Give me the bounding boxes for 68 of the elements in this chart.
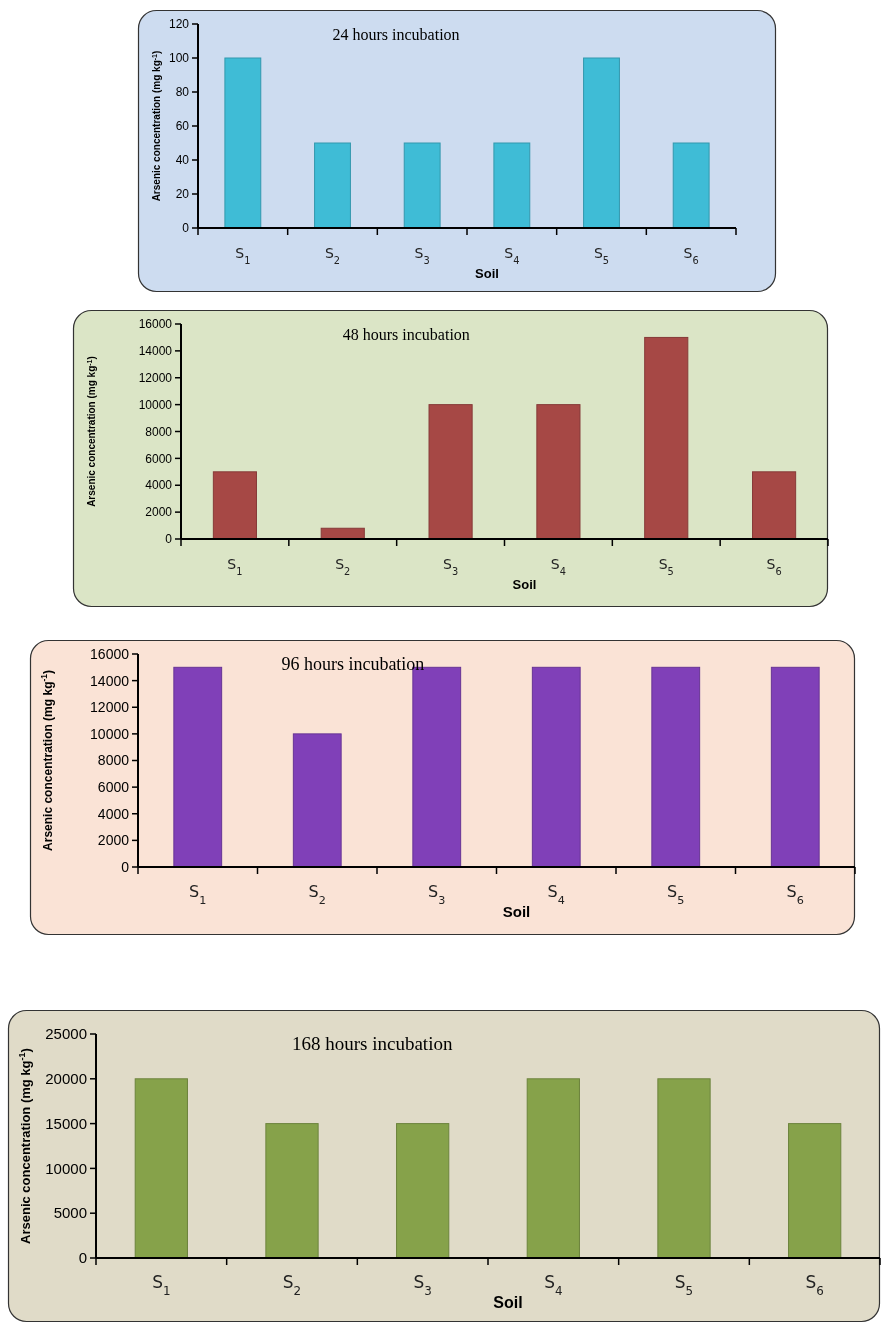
y-tick-label: 14000 (138, 344, 173, 359)
chart-title: 48 hours incubation (342, 326, 470, 343)
x-tick-label: S$_{5}$ (658, 556, 674, 577)
x-tick-label: S$_{2}$ (324, 245, 341, 266)
chart-title: 96 hours incubation (281, 654, 425, 674)
x-tick-label: S$_{5}$ (667, 882, 685, 907)
y-tick-label: 60 (175, 119, 190, 134)
y-tick-label: 80 (175, 85, 190, 100)
y-tick-label: 4000 (145, 478, 173, 493)
bar (536, 404, 581, 540)
y-tick-label: 8000 (97, 752, 130, 769)
y-tick-label: 5000 (53, 1204, 87, 1222)
y-tick-label: 20 (175, 187, 190, 202)
x-axis-title: Soil (475, 266, 499, 281)
x-tick-label: S$_{6}$ (766, 556, 782, 577)
x-tick-label: S$_{1}$ (189, 882, 207, 907)
x-tick-label: S$_{3}$ (413, 1272, 432, 1298)
bar (644, 336, 689, 540)
y-tick-label: 20000 (45, 1070, 87, 1088)
y-tick-label: 12000 (90, 699, 130, 716)
y-tick-label: 2000 (97, 832, 130, 849)
chart-title: 168 hours incubation (292, 1033, 453, 1054)
y-tick-label: 2000 (145, 505, 173, 520)
bar (212, 471, 257, 540)
x-axis-title: Soil (493, 1294, 523, 1311)
y-tick-label: 8000 (145, 424, 173, 439)
x-tick-label: S$_{5}$ (674, 1272, 694, 1298)
x-tick-label: S$_{4}$ (550, 556, 566, 577)
x-axis-title: Soil (502, 903, 531, 920)
y-tick-label: 10000 (138, 397, 173, 412)
x-tick-label: S$_{4}$ (504, 245, 520, 266)
x-tick-label: S$_{6}$ (786, 882, 804, 907)
x-tick-label: S$_{1}$ (152, 1272, 171, 1298)
y-tick-label: 40 (175, 153, 190, 168)
y-tick-label: 10000 (90, 725, 130, 742)
y-tick-label: 0 (182, 221, 190, 236)
x-tick-label: S$_{2}$ (308, 882, 326, 907)
chart-title: 24 hours incubation (332, 26, 460, 43)
x-tick-label: S$_{4}$ (544, 1272, 563, 1298)
x-tick-label: S$_{4}$ (547, 882, 565, 907)
y-tick-label: 10000 (45, 1159, 87, 1177)
x-axis-title: Soil (512, 577, 537, 592)
x-tick-label: S$_{6}$ (683, 245, 699, 266)
x-tick-label: S$_{5}$ (593, 245, 610, 266)
x-tick-label: S$_{2}$ (282, 1272, 302, 1298)
y-tick-label: 16000 (90, 645, 130, 662)
x-tick-label: S$_{2}$ (335, 556, 351, 577)
y-tick-label: 12000 (138, 370, 173, 385)
x-tick-label: S$_{3}$ (428, 882, 446, 907)
bar (752, 471, 797, 540)
y-tick-label: 25000 (45, 1025, 87, 1043)
y-tick-label: 16000 (138, 317, 173, 332)
x-tick-label: S$_{1}$ (227, 556, 243, 577)
x-tick-label: S$_{3}$ (414, 245, 430, 266)
y-tick-label: 6000 (97, 779, 130, 796)
bar (428, 404, 473, 540)
y-tick-label: 100 (168, 51, 190, 66)
y-tick-label: 14000 (90, 672, 130, 689)
y-tick-label: 0 (78, 1249, 87, 1267)
x-tick-label: S$_{1}$ (235, 245, 251, 266)
x-tick-label: S$_{6}$ (805, 1272, 824, 1298)
x-tick-label: S$_{3}$ (443, 556, 459, 577)
y-tick-label: 0 (165, 532, 173, 547)
y-tick-label: 0 (121, 858, 130, 875)
y-tick-label: 15000 (45, 1114, 87, 1132)
y-tick-label: 6000 (145, 451, 173, 466)
y-tick-label: 120 (168, 17, 190, 32)
y-tick-label: 4000 (97, 805, 130, 822)
